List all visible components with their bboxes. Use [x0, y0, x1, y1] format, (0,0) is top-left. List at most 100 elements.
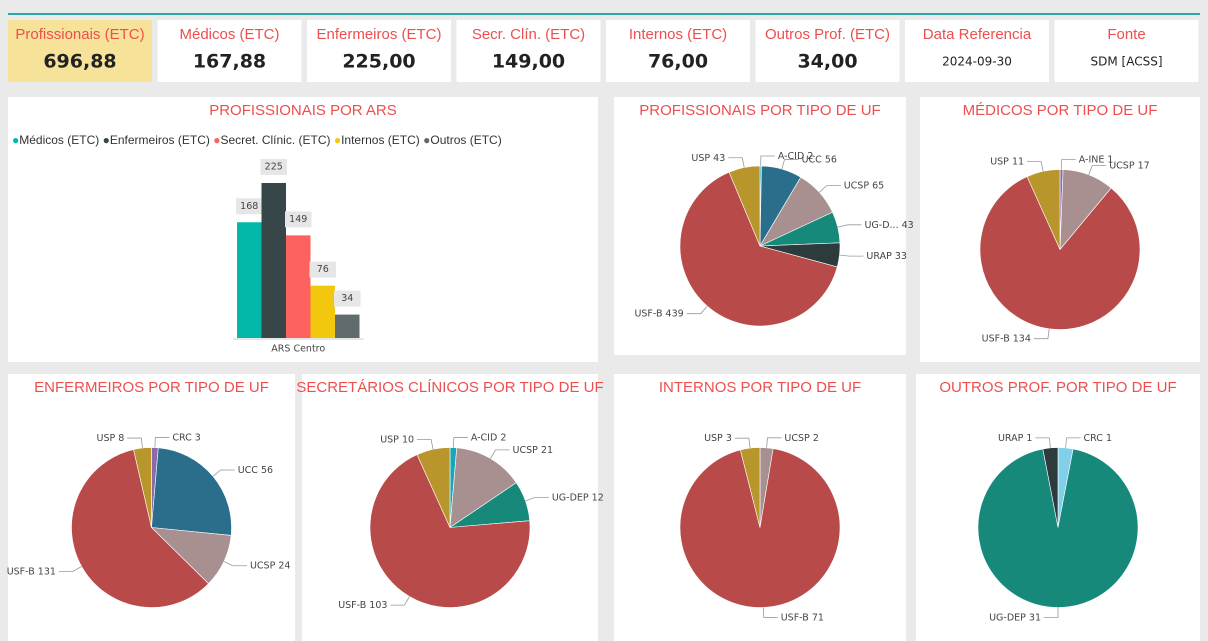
legend: ●Médicos (ETC) ●Enfermeiros (ETC) ●Secre… — [12, 133, 502, 147]
slice-label: CRC 3 — [172, 432, 200, 443]
slice-label: USF-B 131 — [7, 566, 56, 577]
kpi-title: Outros Prof. (ETC) — [765, 26, 890, 43]
chart-title: OUTROS PROF. POR TIPO DE UF — [939, 379, 1176, 396]
slice-value: 11 — [1012, 156, 1024, 167]
leader-line — [127, 437, 143, 449]
slice-value: 3 — [195, 432, 201, 443]
slice-category: UCC — [238, 464, 259, 475]
slice-category: A-CID — [471, 432, 497, 443]
data-label: 34 — [341, 293, 353, 304]
leader-line — [1035, 437, 1051, 448]
legend-label: Médicos (ETC) — [19, 133, 99, 147]
slice-value: 439 — [666, 308, 684, 319]
slice-value: 10 — [402, 434, 414, 445]
slice-label: USF-B 439 — [634, 308, 683, 319]
pie-slice — [679, 171, 838, 327]
pie-slice — [1026, 169, 1061, 250]
pie-slice — [133, 447, 152, 528]
slice-label: UCSP 24 — [250, 560, 290, 571]
slice-value: 71 — [812, 612, 824, 623]
leader-line — [58, 566, 82, 572]
data-label-box — [334, 290, 361, 307]
slice-value: 1 — [1106, 432, 1112, 443]
slice-category: UCSP — [844, 180, 870, 191]
slice-category: CRC — [172, 432, 192, 443]
slice-value: 134 — [1013, 333, 1031, 344]
slice-value: 2 — [500, 432, 506, 443]
slice-category: CRC — [1084, 432, 1104, 443]
slice-category: URAP — [866, 251, 892, 262]
kpi-title: Profissionais (ETC) — [15, 26, 144, 43]
data-label-box — [260, 159, 287, 175]
legend-marker: ● — [334, 133, 341, 147]
leader-line — [390, 596, 410, 606]
kpi-card — [157, 20, 302, 82]
kpi-title: Fonte — [1107, 26, 1145, 43]
slice-category: USF-B — [634, 308, 662, 319]
x-tick-label: ARS Centro — [271, 344, 325, 355]
slice-category: USP — [691, 152, 710, 163]
legend-marker: ● — [423, 133, 430, 147]
slice-label: UCC 56 — [238, 464, 273, 475]
slice-label: URAP 1 — [998, 432, 1032, 443]
slice-label: USP 10 — [380, 434, 414, 445]
slice-label: A-CID 2 — [471, 432, 507, 443]
slice-label: URAP 33 — [866, 251, 907, 262]
slice-category: USP — [990, 156, 1009, 167]
data-label-box — [236, 198, 263, 215]
slice-label: USF-B 103 — [338, 600, 387, 611]
slice-label: USF-B 134 — [982, 333, 1031, 344]
kpi-title: Data Referencia — [923, 26, 1032, 43]
leader-line — [1088, 165, 1107, 175]
slice-label: UG-DEP 31 — [989, 612, 1041, 623]
kpi-value: 76,00 — [648, 51, 708, 73]
slice-label: CRC 1 — [1084, 432, 1112, 443]
slice-value: 56 — [261, 464, 273, 475]
chart-title: SECRETÁRIOS CLÍNICOS POR TIPO DE UF — [296, 379, 603, 396]
slice-value: 21 — [541, 444, 553, 455]
slice-label: USP 3 — [704, 433, 732, 444]
slice-category: USF-B — [338, 600, 366, 611]
leader-line — [839, 254, 864, 257]
slice-value: 43 — [713, 152, 725, 163]
slice-category: USF-B — [781, 612, 809, 623]
legend-marker: ● — [213, 133, 220, 147]
legend-label: Enfermeiros (ETC) — [110, 133, 210, 147]
leader-line — [525, 497, 549, 502]
slice-value: 1 — [1107, 154, 1113, 165]
legend-label: Secret. Clínic. (ETC) — [220, 133, 330, 147]
leader-line — [781, 159, 799, 170]
data-label: 168 — [240, 201, 258, 212]
chart-title: INTERNOS POR TIPO DE UF — [659, 379, 861, 396]
legend-label: Outros (ETC) — [430, 133, 501, 147]
slice-category: A-INE — [1079, 154, 1105, 165]
leader-line — [452, 437, 468, 448]
legend-marker: ● — [103, 133, 110, 147]
slice-label: UCSP 2 — [784, 432, 818, 443]
leader-line — [1061, 159, 1076, 170]
kpi-value: 167,88 — [193, 51, 266, 73]
chart-title: PROFISSIONAIS POR ARS — [209, 102, 397, 119]
slice-value: 31 — [1029, 612, 1041, 623]
data-label: 149 — [289, 214, 307, 225]
bar — [261, 183, 286, 338]
slice-value: 56 — [825, 154, 837, 165]
kpi-card — [905, 20, 1049, 82]
slice-category: UCSP — [784, 432, 810, 443]
data-label: 76 — [317, 264, 329, 275]
slice-value: 1 — [1026, 432, 1032, 443]
kpi-value: 149,00 — [492, 51, 565, 73]
slice-category: A-CID — [778, 151, 804, 162]
bar — [237, 222, 262, 338]
slice-category: UCC — [802, 154, 823, 165]
slice-category: USF-B — [982, 333, 1010, 344]
slice-value: 17 — [1138, 160, 1150, 171]
slice-category: USP — [97, 433, 116, 444]
slice-category: UG-D... — [864, 219, 898, 230]
slice-category: UG-DEP — [552, 492, 589, 503]
slice-label: A-CID 2 — [778, 151, 814, 162]
kpi-title: Internos (ETC) — [629, 26, 727, 43]
bar — [286, 235, 311, 338]
kpi-title: Médicos (ETC) — [179, 26, 279, 43]
